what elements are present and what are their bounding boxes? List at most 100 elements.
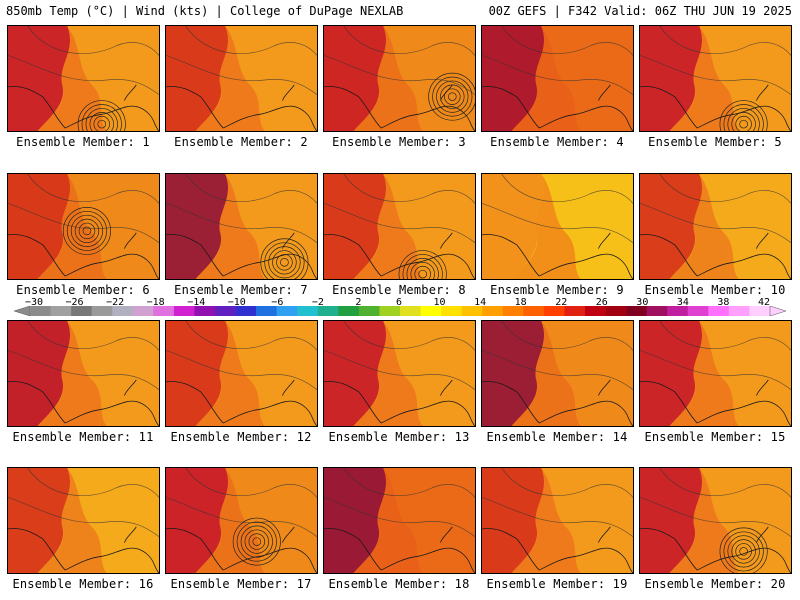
ensemble-panel xyxy=(165,25,318,132)
colorbar-tick-label: −10 xyxy=(227,297,246,308)
colorbar-tick-label: 2 xyxy=(355,297,362,308)
ensemble-panel xyxy=(7,467,160,574)
cyclone-wind-ring xyxy=(252,537,262,546)
cyclone-wind-ring xyxy=(78,222,96,240)
wind-contour xyxy=(482,203,633,243)
cyclone-wind-ring xyxy=(62,207,111,255)
temperature-field-map xyxy=(8,26,159,131)
wind-contour xyxy=(324,497,475,537)
colorbar-segment xyxy=(441,306,462,316)
colorbar-segment xyxy=(71,306,92,316)
wind-contour xyxy=(27,174,159,204)
wind-contour xyxy=(8,497,159,537)
colorbar-tick-label: 26 xyxy=(595,297,608,308)
cyclone-wind-ring xyxy=(70,214,104,247)
ensemble-panel xyxy=(481,320,634,427)
warm-air-region xyxy=(640,174,703,279)
warm-air-region xyxy=(8,468,71,573)
ensemble-member-label: Ensemble Member: 10 xyxy=(644,283,786,297)
ensemble-panel xyxy=(481,25,634,132)
colorbar-tick-label: −14 xyxy=(187,297,206,308)
cyclone-wind-ring xyxy=(268,246,301,279)
ensemble-panel xyxy=(639,173,792,280)
colorbar-segment xyxy=(358,306,380,316)
colorbar-tick-label: −22 xyxy=(106,297,125,308)
wind-contour xyxy=(185,174,317,204)
colorbar-segment xyxy=(461,306,483,316)
colorbar-tick-label: −2 xyxy=(311,297,324,308)
ensemble-member-label: Ensemble Member: 15 xyxy=(644,430,786,444)
warm-air-region xyxy=(8,26,71,131)
warm-air-region xyxy=(166,26,229,131)
ensemble-member-label: Ensemble Member: 2 xyxy=(174,135,308,149)
colorbar-tick-label: 34 xyxy=(676,297,689,308)
coastline xyxy=(166,232,317,279)
wind-contour xyxy=(166,203,317,243)
wind-contour xyxy=(343,468,475,498)
coastline xyxy=(324,232,475,279)
ensemble-panel xyxy=(165,173,318,280)
warm-air-region xyxy=(324,26,387,131)
cyclone-wind-ring xyxy=(93,115,110,131)
colorbar-tick-label: 6 xyxy=(395,297,403,308)
cyclone-wind-ring xyxy=(723,104,764,131)
colorbar-segment xyxy=(153,306,175,316)
ensemble-member-label: Ensemble Member: 14 xyxy=(486,430,628,444)
cyclone-wind-ring xyxy=(248,533,266,550)
cyclone-wind-ring xyxy=(418,269,427,279)
wind-contour xyxy=(185,468,317,498)
ensemble-member-label: Ensemble Member: 5 xyxy=(648,135,782,149)
wind-contour xyxy=(324,203,475,243)
cyclone-wind-ring xyxy=(272,250,297,275)
cyclone-wind-ring xyxy=(727,535,760,568)
run-info: 00Z GEFS | F342 Valid: 06Z THU JUN 19 20… xyxy=(488,4,792,18)
ensemble-panel xyxy=(7,173,160,280)
coastline xyxy=(640,84,791,131)
wind-contour xyxy=(501,321,633,351)
colorbar-segment xyxy=(502,306,524,316)
colorbar-segment xyxy=(30,306,51,316)
wind-contour xyxy=(8,350,159,390)
cyclone-wind-ring xyxy=(402,254,443,279)
wind-contour xyxy=(640,55,791,95)
wind-contour xyxy=(501,468,633,498)
wind-contour xyxy=(27,321,159,351)
wind-contour xyxy=(166,55,317,95)
coastline xyxy=(166,379,317,426)
cyclone-wind-ring xyxy=(77,100,126,131)
colorbar-tick-label: 30 xyxy=(636,297,649,308)
wind-contour xyxy=(501,174,633,204)
warm-air-region xyxy=(324,468,387,573)
colorbar-tick-label: −30 xyxy=(24,297,44,308)
ensemble-member-label: Ensemble Member: 7 xyxy=(174,283,308,297)
cyclone-wind-ring xyxy=(244,529,269,554)
colorbar-tick-label: 38 xyxy=(717,297,730,308)
colorbar-segment xyxy=(112,306,134,316)
temperature-field-map xyxy=(166,174,317,279)
warm-air-region xyxy=(8,321,71,426)
colorbar-segment xyxy=(646,306,668,316)
warm-air-region xyxy=(8,174,71,279)
colorbar-segment xyxy=(379,306,401,316)
colorbar-tick-label: −6 xyxy=(271,297,284,308)
cyclone-wind-ring xyxy=(89,112,114,131)
cyclone-wind-ring xyxy=(739,547,748,556)
colorbar-tick-label: 14 xyxy=(474,297,487,308)
cyclone-wind-ring xyxy=(410,261,435,279)
wind-contour xyxy=(659,26,791,56)
wind-contour xyxy=(659,468,791,498)
colorbar-segment xyxy=(194,306,216,316)
coastline xyxy=(482,379,633,426)
colorbar-segment xyxy=(708,306,730,316)
ensemble-member-label: Ensemble Member: 4 xyxy=(490,135,624,149)
cyclone-wind-ring xyxy=(82,226,92,236)
cyclone-wind-ring xyxy=(727,108,760,131)
coastline xyxy=(640,379,791,426)
ensemble-panel xyxy=(481,173,634,280)
colorbar-segment xyxy=(400,306,421,316)
colorbar-segment xyxy=(215,306,236,316)
ensemble-panel xyxy=(165,467,318,574)
ensemble-panel xyxy=(323,320,476,427)
cyclone-wind-ring xyxy=(85,108,118,131)
